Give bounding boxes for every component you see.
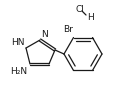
Text: HN: HN	[12, 38, 25, 47]
Text: Br: Br	[63, 25, 72, 33]
Text: H₂N: H₂N	[10, 67, 27, 76]
Text: N: N	[41, 30, 48, 39]
Text: Cl: Cl	[76, 6, 85, 15]
Text: H: H	[87, 13, 94, 22]
